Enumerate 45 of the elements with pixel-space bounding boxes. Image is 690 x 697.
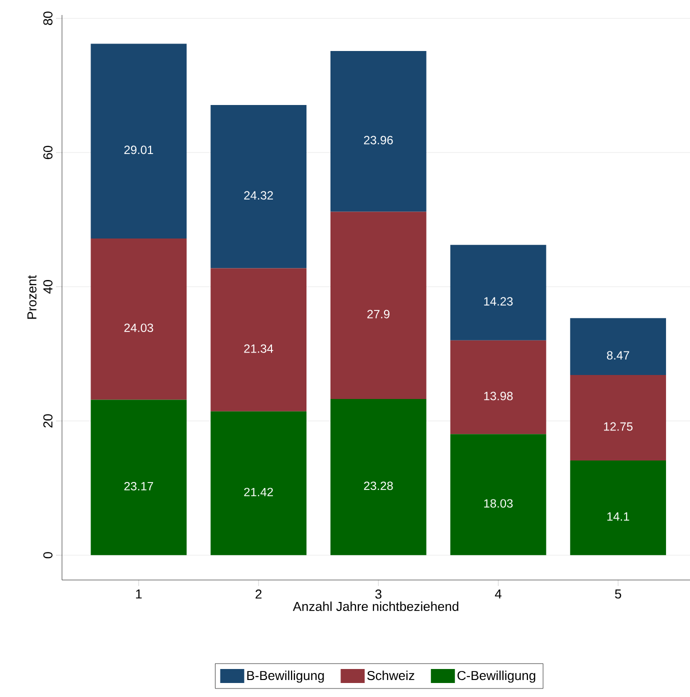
bar — [570, 375, 666, 461]
data-label: 14.1 — [607, 512, 630, 521]
y-tick-label: 20 — [43, 414, 52, 428]
x-tick-label: 1 — [136, 590, 142, 598]
data-label: 12.75 — [604, 422, 632, 431]
bar — [570, 460, 666, 556]
bar — [90, 238, 187, 400]
data-label: 24.32 — [244, 191, 273, 200]
x-tick-label: 2 — [256, 590, 262, 599]
data-label: 8.47 — [606, 351, 630, 360]
y-tick-label: 60 — [43, 146, 52, 160]
y-axis-title: Prozent — [27, 275, 36, 319]
bar — [570, 318, 666, 375]
bar — [90, 400, 187, 556]
x-tick-label: 3 — [375, 590, 382, 599]
data-label: 23.28 — [364, 482, 393, 490]
data-label: 21.34 — [244, 344, 274, 353]
x-tick-label: 5 — [614, 590, 622, 599]
bar — [210, 268, 306, 412]
data-label: 23.17 — [124, 482, 153, 490]
bar — [450, 340, 546, 434]
bar — [210, 411, 306, 556]
bar — [330, 50, 426, 212]
bar — [450, 434, 546, 556]
bar — [210, 105, 306, 268]
data-label: 18.03 — [484, 499, 513, 508]
x-tick-label: 4 — [494, 590, 502, 598]
bar — [330, 212, 426, 399]
legend-label: Schweiz — [367, 670, 414, 680]
data-label: 27.9 — [367, 310, 390, 318]
legend-label: B-Bewilligung — [247, 670, 324, 683]
data-label: 24.03 — [124, 324, 154, 332]
data-label: 29.01 — [124, 146, 153, 154]
y-tick-label: 0 — [43, 552, 52, 558]
bar — [450, 244, 546, 340]
data-label: 14.23 — [484, 297, 513, 306]
y-tick-label: 80 — [43, 12, 52, 25]
bar — [330, 398, 426, 556]
legend-label: C-Bewilligung — [457, 670, 536, 683]
data-label: 23.96 — [364, 136, 393, 144]
y-tick-label: 40 — [43, 280, 52, 294]
x-axis-title: Anzahl Jahre nichtbeziehend — [292, 602, 458, 612]
data-label: 13.98 — [484, 392, 513, 400]
data-label: 21.42 — [244, 488, 273, 496]
bar — [90, 44, 187, 238]
